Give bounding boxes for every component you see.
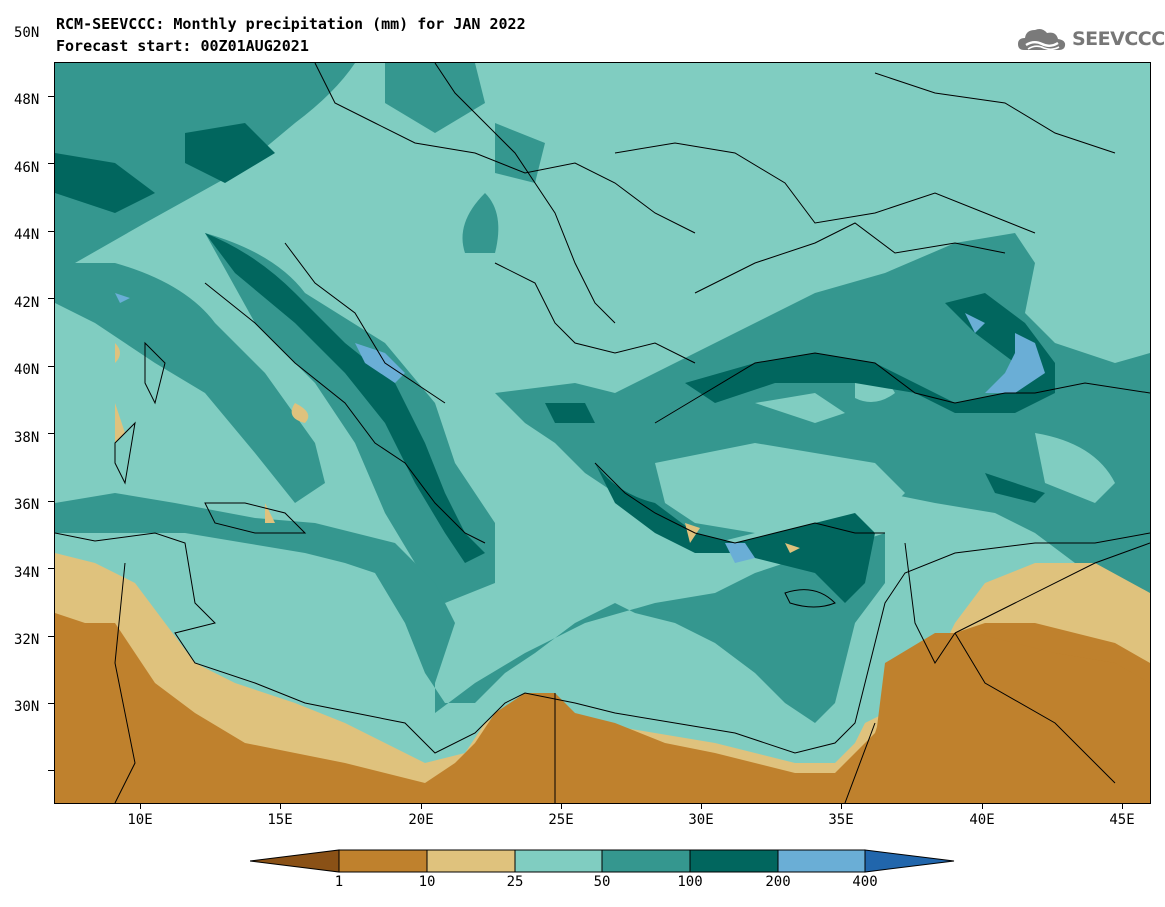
colorbar-label: 1 (334, 874, 344, 890)
colorbar-segment (514, 849, 603, 873)
colorbar-segment (601, 849, 691, 873)
precip-200-400 (115, 293, 1045, 563)
lon-tick-label: 35E (828, 812, 854, 828)
colorbar-segment (249, 849, 340, 873)
colorbar-label: 100 (677, 874, 703, 890)
lat-tick (48, 770, 54, 771)
colorbar (249, 848, 955, 878)
forecast-start: Forecast start: 00Z01AUG2021 (56, 37, 309, 55)
map-title: RCM-SEEVCCC: Monthly precipitation (mm) … (56, 15, 526, 33)
colorbar-segment (689, 849, 779, 873)
lat-tick-label: 30N (14, 699, 40, 715)
logo-text: SEEVCCC (1072, 28, 1165, 50)
lat-tick-label: 42N (14, 295, 40, 311)
lon-tick-label: 25E (548, 812, 574, 828)
lon-tick-label: 10E (127, 812, 153, 828)
colorbar-segment (426, 849, 516, 873)
lon-tick-label: 15E (267, 812, 293, 828)
lat-tick (48, 231, 54, 232)
colorbar-label: 10 (418, 874, 436, 890)
precipitation-map (54, 62, 1151, 804)
lat-tick-label: 32N (14, 632, 40, 648)
lat-tick (48, 636, 54, 637)
lon-tick (701, 803, 702, 809)
lon-tick-label: 30E (688, 812, 714, 828)
lon-tick (982, 803, 983, 809)
colorbar-label: 25 (506, 874, 524, 890)
lon-tick-label: 45E (1109, 812, 1135, 828)
lat-tick (48, 366, 54, 367)
cloud-icon (1018, 29, 1066, 51)
lon-tick (561, 803, 562, 809)
lon-tick-label: 40E (969, 812, 995, 828)
coastlines (55, 63, 1150, 803)
lat-tick (48, 433, 54, 434)
lon-tick (1122, 803, 1123, 809)
lon-tick (140, 803, 141, 809)
lat-tick-label: 44N (14, 227, 40, 243)
lat-tick (48, 96, 54, 97)
lat-tick (48, 501, 54, 502)
colorbar-segment (338, 849, 428, 873)
lat-tick-label: 36N (14, 497, 40, 513)
lat-tick (48, 163, 54, 164)
lat-tick-label: 50N (14, 25, 40, 41)
lat-tick-label: 38N (14, 430, 40, 446)
colorbar-segment (777, 849, 866, 873)
lon-tick (280, 803, 281, 809)
colorbar-label: 400 (852, 874, 878, 890)
lat-tick-label: 46N (14, 160, 40, 176)
lat-tick-label: 40N (14, 362, 40, 378)
lon-tick-label: 20E (408, 812, 434, 828)
colorbar-label: 50 (593, 874, 611, 890)
lon-tick (841, 803, 842, 809)
precip-100-200 (55, 123, 1055, 603)
precip-1-10 (55, 613, 1150, 803)
lat-tick (48, 298, 54, 299)
colorbar-label: 200 (765, 874, 791, 890)
colorbar-segment (864, 849, 955, 873)
lat-tick-label: 34N (14, 565, 40, 581)
lat-tick (48, 568, 54, 569)
seevccc-logo: SEEVCCC (1016, 24, 1165, 54)
lat-tick (48, 703, 54, 704)
lat-tick-label: 48N (14, 92, 40, 108)
lon-tick (421, 803, 422, 809)
